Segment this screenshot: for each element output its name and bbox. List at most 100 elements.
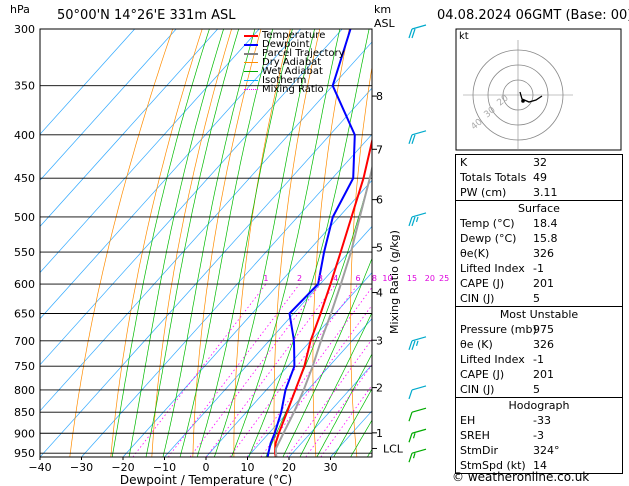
mixing-ratio-line [167,283,300,457]
wind-barb-flag [411,28,416,39]
x-tick-label: 0 [203,461,210,474]
most-unstable-title: Most Unstable [499,308,579,321]
mixing-ratio-label: 1 [263,274,268,283]
copyright-label: © weatheronline.co.uk [452,470,590,484]
hodograph-unit-label: kt [459,31,469,42]
index-row: EH -33 [456,413,622,428]
legend-label: Wet Adiabat [262,66,323,77]
wind-barb-flag [411,340,416,350]
legend-swatch [244,71,258,72]
index-row: CIN (J) 5 [456,291,622,306]
index-label: StmSpd (kt) [460,459,526,472]
index-label: StmDir [460,444,499,457]
mixing-ratio-line [189,283,321,457]
hodograph-box: Hodograph EH -33 SREH -3 StmDir 324° StmSpd (k… [456,397,622,473]
mixing-ratio-label: 10 [382,274,392,283]
wind-barb [408,448,427,463]
pressure-tick-label: 900 [14,427,35,440]
wind-barb [408,407,427,422]
legend-swatch [244,62,258,63]
pressure-tick-label: 300 [14,23,35,36]
mixing-ratio-label: 20 [425,274,435,283]
index-row: Totals Totals 49 [456,170,622,185]
height-ref-label: ASL [374,17,395,30]
wind-barb-flag [408,389,413,400]
legend-swatch [244,44,258,46]
wind-barb-half-flag [412,433,416,439]
index-value: 3.11 [533,186,558,199]
wind-barb [408,24,427,39]
hodograph-title: Hodograph [508,399,570,412]
index-row: StmDir 324° [456,443,622,458]
wet-adiabat-line [111,29,210,457]
index-label: Dewp (°C) [460,232,517,245]
isotherm-line [40,29,301,320]
index-row: Pressure (mb) 975 [456,322,622,337]
index-value: 201 [533,368,554,381]
height-unit-label: km [374,3,392,16]
index-label: Lifted Index [460,262,525,275]
wind-barb-shaft [411,130,427,136]
isotherm-line [40,87,372,457]
most-unstable-box: Most Unstable Pressure (mb) 975 θe (K) 326 L… [456,306,622,397]
index-row: CAPE (J) 201 [456,367,622,382]
km-tick-label: 7 [376,143,383,156]
wind-barb [408,130,427,145]
km-tick-label: LCL [383,442,404,455]
index-row: SREH -3 [456,428,622,443]
km-tick-label: 5 [376,241,383,254]
index-row: Temp (°C) 18.4 [456,216,622,231]
index-value: 326 [533,338,554,351]
mixing-ratio-label: 25 [439,274,449,283]
x-tick-label: 20 [282,461,296,474]
dry-adiabat-line [192,29,262,457]
index-label: CIN (J) [460,383,495,396]
x-tick-label: −10 [153,461,176,474]
index-label: PW (cm) [460,186,507,199]
pressure-tick-label: 850 [14,406,35,419]
surface-title: Surface [518,202,560,215]
index-value: -1 [533,353,544,366]
index-value: -33 [533,414,551,427]
mixing-ratio-line [205,283,336,457]
hodograph-trace [519,91,543,103]
wind-barb [408,212,427,227]
hodograph-frame [455,28,622,151]
mixing-ratio-label: 2 [297,274,302,283]
index-value: 5 [533,292,540,305]
dry-adiabat-line [422,29,439,457]
mixing-ratio-label: 15 [407,274,417,283]
index-value: 49 [533,171,547,184]
legend-label: Mixing Ratio [262,84,324,95]
km-tick-label: 3 [376,334,383,347]
wet-adiabat-line [179,29,274,457]
wind-barb-half-flag [415,216,419,223]
legend-label: Dewpoint [262,39,310,50]
wind-barb-shaft [411,24,427,30]
index-value: -1 [533,262,544,275]
wind-barb [408,428,427,443]
index-value: 5 [533,383,540,396]
index-value: 18.4 [533,217,558,230]
mixing-ratio-label: 4 [333,274,338,283]
pressure-tick-label: 550 [14,246,35,259]
index-label: CIN (J) [460,292,495,305]
isotherm-line [81,133,372,457]
hodograph-storm-motion [521,99,525,103]
wind-barb [408,336,427,350]
km-tick-label: 6 [376,194,383,207]
pressure-tick-label: 350 [14,80,35,93]
index-row: CAPE (J) 201 [456,276,622,291]
isotherm-line [205,272,372,457]
datetime-label: 04.08.2024 06GMT (Base: 00) [437,8,629,23]
wind-barb-shaft [411,448,427,454]
pressure-tick-label: 650 [14,308,35,321]
wind-barb-half-flag [415,340,419,346]
km-tick-label: 2 [376,382,383,395]
legend-label: Parcel Trajectory [262,48,345,59]
pressure-tick-label: 950 [14,447,35,460]
pressure-tick-label: 750 [14,360,35,373]
pressure-tick-label: 450 [14,172,35,185]
wet-adiabat-line [128,29,224,457]
